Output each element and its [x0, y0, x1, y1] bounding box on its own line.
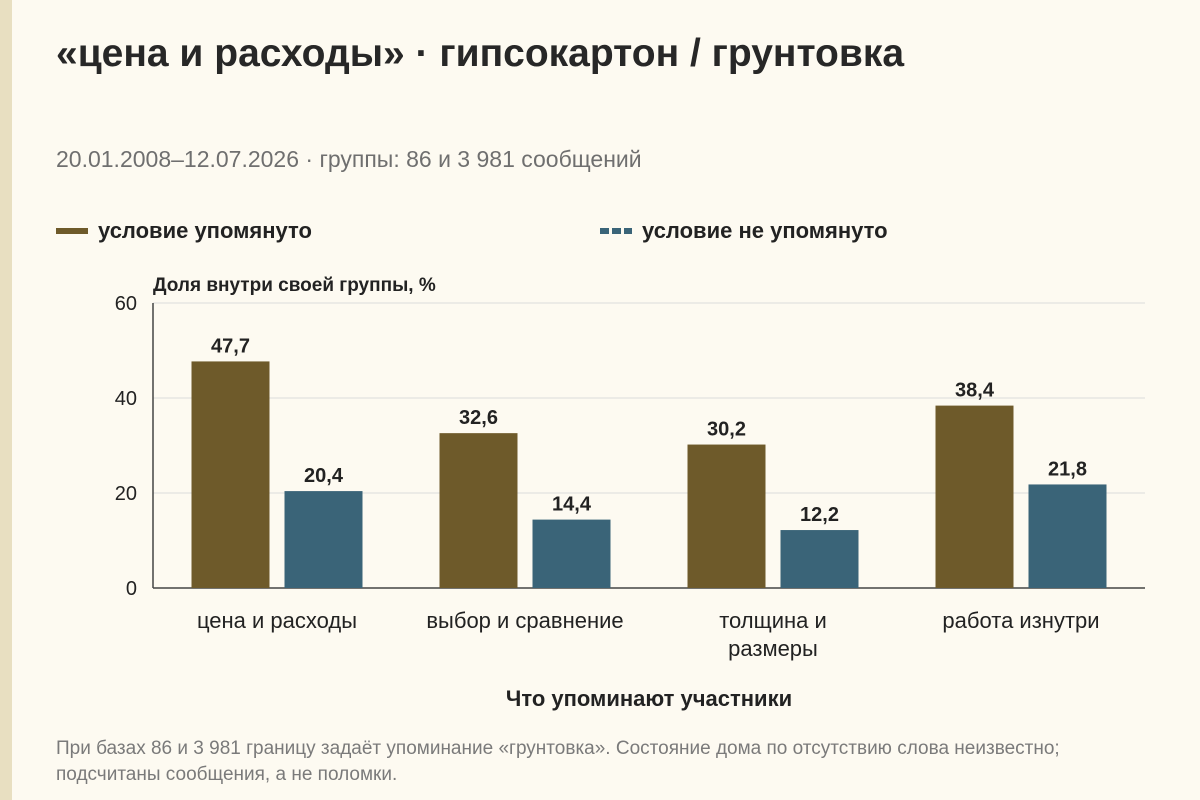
x-ticks: цена и расходы выбор и сравнение толщина и…: [197, 608, 1100, 661]
bar-chart: Доля внутри своей группы, % 0 20 40 60 47,7…: [115, 275, 1145, 711]
bar-value-label: 12,2: [800, 504, 839, 526]
left-accent-strip: [0, 0, 12, 800]
bar-mentioned: [439, 433, 518, 588]
y-tick-label: 60: [115, 293, 137, 315]
bar-value-label: 47,7: [211, 335, 250, 357]
y-axis-label: Доля внутри своей группы, %: [153, 275, 436, 296]
bar-mentioned: [687, 444, 766, 588]
bar-value-label: 20,4: [304, 465, 344, 487]
x-tick-label: работа изнутри: [942, 608, 1099, 633]
legend-swatch-mentioned: [56, 228, 88, 234]
bar-value-label: 38,4: [955, 380, 995, 402]
legend-item-not-mentioned: условие не упомянуто: [600, 218, 888, 244]
bar-value-label: 32,6: [459, 407, 498, 429]
footnote: При базах 86 и 3 981 границу задаёт упом…: [56, 738, 1060, 785]
chart-subtitle: 20.01.2008–12.07.2026 · группы: 86 и 3 9…: [56, 146, 642, 172]
y-ticks: 0 20 40 60: [115, 293, 137, 600]
legend-swatch-not-mentioned: [600, 228, 632, 234]
chart-title: «цена и расходы» · гипсокартон / грунтов…: [56, 32, 905, 75]
x-tick-label: размеры: [728, 636, 818, 661]
legend-label-mentioned: условие упомянуто: [98, 218, 312, 243]
bar-value-label: 14,4: [552, 494, 592, 516]
y-tick-label: 0: [126, 578, 137, 600]
bar-not-mentioned: [1028, 484, 1107, 588]
x-axis-label: Что упоминают участники: [506, 686, 792, 711]
legend-label-not-mentioned: условие не упомянуто: [642, 218, 888, 243]
bar-value-label: 30,2: [707, 419, 746, 441]
x-tick-label: цена и расходы: [197, 608, 357, 633]
x-tick-label: выбор и сравнение: [426, 608, 623, 633]
bar-not-mentioned: [780, 530, 859, 588]
bar-not-mentioned: [532, 519, 611, 588]
bar-not-mentioned: [284, 491, 363, 588]
y-tick-label: 20: [115, 483, 137, 505]
bar-mentioned: [935, 405, 1014, 588]
y-tick-label: 40: [115, 388, 137, 410]
bar-value-label: 21,8: [1048, 458, 1087, 480]
bar-mentioned: [191, 361, 270, 588]
bars: 47,7 20,4 32,6 14,4 30,2 12,2 38,4 21,8: [191, 335, 1107, 588]
x-tick-label: толщина и: [719, 608, 827, 633]
legend-item-mentioned: условие упомянуто: [56, 218, 312, 244]
